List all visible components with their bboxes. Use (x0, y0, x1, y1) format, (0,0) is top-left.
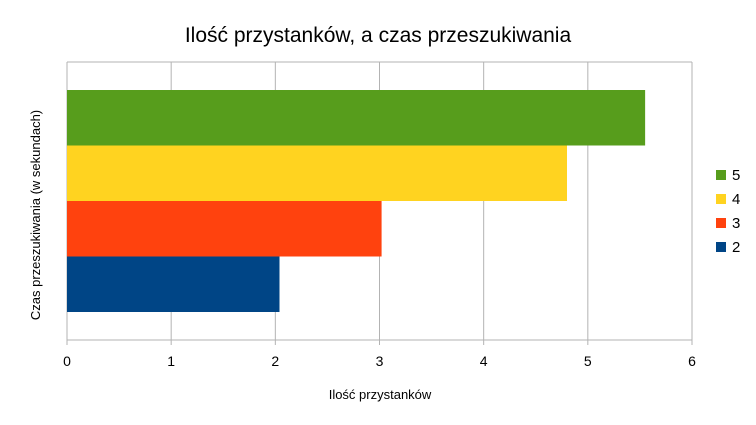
y-axis-title: Czas przeszukiwania (w sekundach) (28, 110, 43, 320)
bar-series-4 (67, 145, 567, 201)
chart-title: Ilość przystanków, a czas przeszukiwania (185, 24, 572, 47)
x-tick-label: 2 (271, 353, 279, 369)
x-tick-label: 4 (480, 353, 488, 369)
legend-label-2: 2 (732, 239, 740, 256)
x-tick-label: 0 (63, 353, 71, 369)
legend-label-3: 3 (732, 215, 740, 232)
x-tick-label: 1 (167, 353, 175, 369)
x-axis-title: Ilość przystanków (329, 387, 432, 402)
bar-series-3 (67, 201, 382, 257)
legend-label-4: 4 (732, 191, 740, 208)
x-tick-label: 6 (688, 353, 696, 369)
legend-swatch-4 (716, 194, 726, 204)
legend-swatch-3 (716, 218, 726, 228)
legend-swatch-2 (716, 242, 726, 252)
x-tick-label: 3 (376, 353, 384, 369)
bars (67, 90, 646, 312)
legend-swatch-5 (716, 170, 726, 180)
x-axis-ticks: 0 1 2 3 4 5 6 (63, 353, 696, 369)
bar-series-2 (67, 256, 280, 312)
legend-label-5: 5 (732, 167, 740, 184)
bar-series-5 (67, 90, 646, 146)
legend: 5 4 3 2 (716, 167, 740, 256)
x-tick-label: 5 (584, 353, 592, 369)
